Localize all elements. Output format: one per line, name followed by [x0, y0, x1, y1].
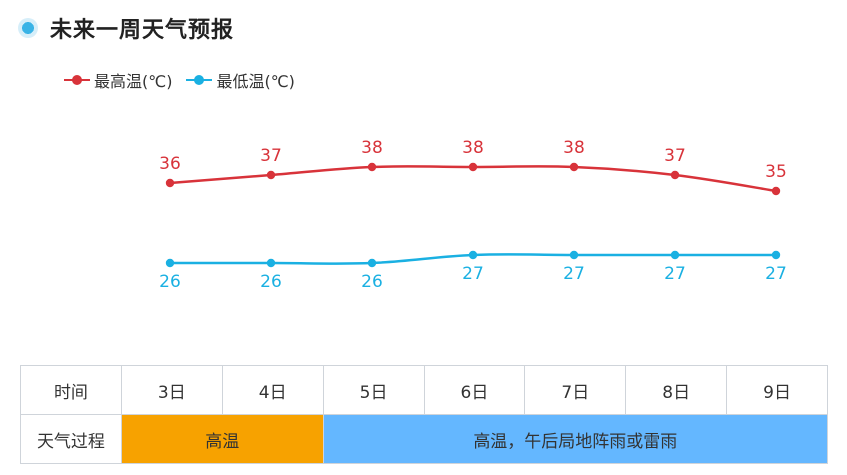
legend-low-icon — [186, 74, 213, 86]
low-point-2[interactable] — [367, 258, 377, 268]
table-row-weather: 天气过程 高温 高温，午后局地阵雨或雷雨 — [20, 414, 829, 464]
legend-low-label: 最低温(℃) — [216, 72, 295, 91]
low-value-label-5: 27 — [664, 264, 686, 284]
day-cell-8: 8日 — [625, 365, 728, 415]
high-point-6[interactable] — [771, 186, 781, 196]
high-point-2[interactable] — [367, 162, 377, 172]
day-cell-5: 5日 — [322, 365, 425, 415]
legend-high-label: 最高温(℃) — [94, 72, 173, 91]
day-cell-6: 6日 — [423, 365, 526, 415]
low-point-1[interactable] — [266, 258, 276, 268]
title-bullet-icon — [18, 18, 38, 38]
low-value-label-1: 26 — [260, 272, 282, 292]
high-value-label-4: 38 — [563, 138, 585, 158]
legend-high-icon — [64, 74, 90, 86]
time-header-cell: 时间 — [20, 365, 122, 415]
weather-header-cell: 天气过程 — [20, 414, 122, 464]
day-cell-9: 9日 — [726, 365, 828, 415]
day-cell-7: 7日 — [524, 365, 627, 415]
legend-item-high[interactable]: 最高温(℃) — [64, 68, 172, 92]
low-point-0[interactable] — [165, 258, 175, 268]
low-point-3[interactable] — [468, 250, 478, 260]
temperature-line-chart: 36 37 38 38 38 37 35 26 26 26 27 27 27 27 — [159, 138, 787, 292]
high-point-1[interactable] — [266, 170, 276, 180]
day-cell-4: 4日 — [221, 365, 324, 415]
weather-period-hot-storm: 高温，午后局地阵雨或雷雨 — [322, 414, 829, 464]
high-value-label-6: 35 — [765, 162, 787, 182]
table-row-time: 时间 3日 4日 5日 6日 7日 8日 9日 — [20, 365, 828, 415]
high-point-5[interactable] — [670, 170, 680, 180]
low-point-6[interactable] — [771, 250, 781, 260]
low-value-label-6: 27 — [765, 264, 787, 284]
weather-period-hot: 高温 — [120, 414, 324, 464]
title-row: 未来一周天气预报 — [18, 12, 234, 44]
high-value-label-0: 36 — [159, 154, 181, 174]
forecast-table: 时间 3日 4日 5日 6日 7日 8日 9日 天气过程 高温 高温，午后局地阵… — [20, 365, 829, 464]
page-title: 未来一周天气预报 — [50, 18, 235, 43]
high-point-3[interactable] — [468, 162, 478, 172]
high-value-label-3: 38 — [462, 138, 484, 158]
low-point-4[interactable] — [569, 250, 579, 260]
low-value-label-4: 27 — [563, 264, 585, 284]
legend-item-low[interactable]: 最低温(℃) — [186, 68, 295, 92]
chart-legend: 最高温(℃) 最低温(℃) — [64, 68, 309, 92]
high-value-label-1: 37 — [260, 146, 282, 166]
high-value-label-5: 37 — [664, 146, 686, 166]
low-value-label-2: 26 — [361, 272, 383, 292]
high-point-0[interactable] — [165, 178, 175, 188]
high-value-label-2: 38 — [361, 138, 383, 158]
low-value-label-0: 26 — [159, 272, 181, 292]
day-cell-3: 3日 — [120, 365, 223, 415]
low-point-5[interactable] — [670, 250, 680, 260]
high-point-4[interactable] — [569, 162, 579, 172]
low-value-label-3: 27 — [462, 264, 484, 284]
